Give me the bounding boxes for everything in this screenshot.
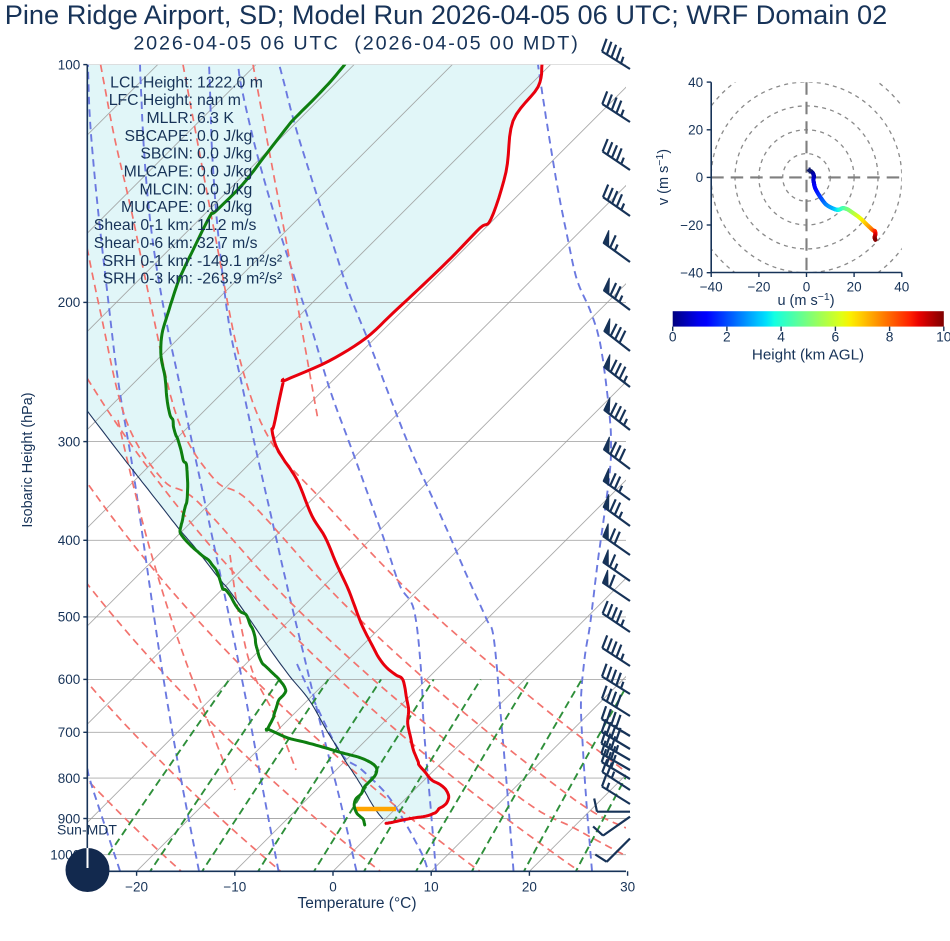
svg-text:40: 40 (894, 280, 909, 295)
svg-text:−20: −20 (747, 280, 770, 295)
svg-text:100: 100 (58, 57, 81, 72)
svg-text:MLCAPE:: MLCAPE: (124, 164, 193, 181)
svg-text:6.3 K: 6.3 K (197, 110, 234, 127)
svg-text:10: 10 (424, 879, 439, 894)
svg-text:−20: −20 (680, 218, 703, 233)
svg-text:300: 300 (58, 434, 81, 449)
svg-text:0.0 J/kg: 0.0 J/kg (197, 128, 252, 145)
svg-text:Height (km AGL): Height (km AGL) (752, 347, 864, 364)
svg-text:SBCIN:: SBCIN: (140, 146, 193, 163)
svg-text:SBCAPE:: SBCAPE: (125, 128, 193, 145)
svg-text:Temperature (°C): Temperature (°C) (297, 895, 416, 912)
svg-text:1222.0 m: 1222.0 m (197, 74, 263, 91)
svg-text:0.0 J/kg: 0.0 J/kg (197, 199, 252, 216)
svg-text:0.0 J/kg: 0.0 J/kg (197, 164, 252, 181)
svg-text:20: 20 (522, 879, 537, 894)
svg-text:30: 30 (620, 879, 635, 894)
svg-text:600: 600 (58, 672, 81, 687)
svg-text:0: 0 (329, 879, 337, 894)
svg-text:LCL Height:: LCL Height: (110, 74, 193, 91)
svg-text:Sun-MDT: Sun-MDT (57, 822, 117, 838)
svg-text:4: 4 (777, 330, 785, 345)
svg-text:700: 700 (58, 725, 81, 740)
svg-text:MUCAPE:: MUCAPE: (121, 199, 193, 216)
svg-text:nan m: nan m (197, 92, 241, 109)
svg-text:800: 800 (58, 771, 81, 786)
svg-text:0.0 J/kg: 0.0 J/kg (197, 146, 252, 163)
svg-text:−40: −40 (680, 266, 703, 281)
svg-text:−20: −20 (125, 879, 148, 894)
svg-text:6: 6 (832, 330, 840, 345)
svg-text:Shear 0-1 km:: Shear 0-1 km: (94, 217, 193, 234)
svg-text:SRH 0-3 km:: SRH 0-3 km: (103, 271, 193, 288)
svg-text:Pine Ridge Airport, SD; Model: Pine Ridge Airport, SD; Model Run 2026-0… (5, 0, 887, 30)
svg-text:LFC Height:: LFC Height: (109, 92, 193, 109)
svg-text:2026-04-05 06 UTC (2026-04-05: 2026-04-05 06 UTC (2026-04-05 00 MDT) (133, 33, 579, 55)
svg-text:8: 8 (886, 330, 894, 345)
svg-text:400: 400 (58, 533, 81, 548)
svg-text:20: 20 (688, 123, 703, 138)
svg-text:11.2 m/s: 11.2 m/s (197, 217, 257, 234)
svg-text:0.0 J/kg: 0.0 J/kg (197, 181, 252, 198)
svg-text:-149.1 m²/s²: -149.1 m²/s² (197, 253, 282, 270)
svg-text:10: 10 (936, 330, 950, 345)
svg-text:-263.9 m²/s²: -263.9 m²/s² (197, 271, 282, 288)
svg-text:32.7 m/s: 32.7 m/s (197, 235, 258, 252)
svg-text:SRH 0-1 km:: SRH 0-1 km: (103, 253, 193, 270)
svg-text:Shear 0-6 km:: Shear 0-6 km: (94, 235, 193, 252)
svg-text:500: 500 (58, 610, 81, 625)
svg-text:MLLR:: MLLR: (146, 110, 193, 127)
svg-text:200: 200 (58, 295, 81, 310)
svg-text:−40: −40 (700, 280, 723, 295)
svg-text:2: 2 (723, 330, 731, 345)
svg-text:−10: −10 (223, 879, 246, 894)
svg-text:Isobaric Height (hPa): Isobaric Height (hPa) (20, 392, 36, 527)
svg-text:20: 20 (847, 280, 862, 295)
svg-text:0: 0 (696, 170, 704, 185)
svg-text:0: 0 (669, 330, 677, 345)
svg-text:40: 40 (688, 75, 703, 90)
svg-text:MLCIN:: MLCIN: (139, 181, 193, 198)
